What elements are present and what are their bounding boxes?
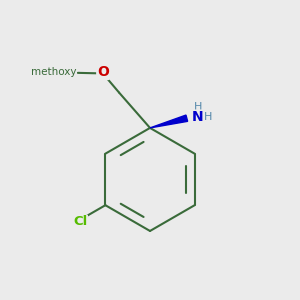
Text: H: H — [194, 102, 202, 112]
Text: N: N — [192, 110, 204, 124]
Text: O: O — [97, 65, 109, 79]
Polygon shape — [150, 115, 188, 128]
Text: Cl: Cl — [73, 215, 87, 229]
Text: methoxy: methoxy — [31, 67, 76, 77]
Text: H: H — [204, 112, 212, 122]
